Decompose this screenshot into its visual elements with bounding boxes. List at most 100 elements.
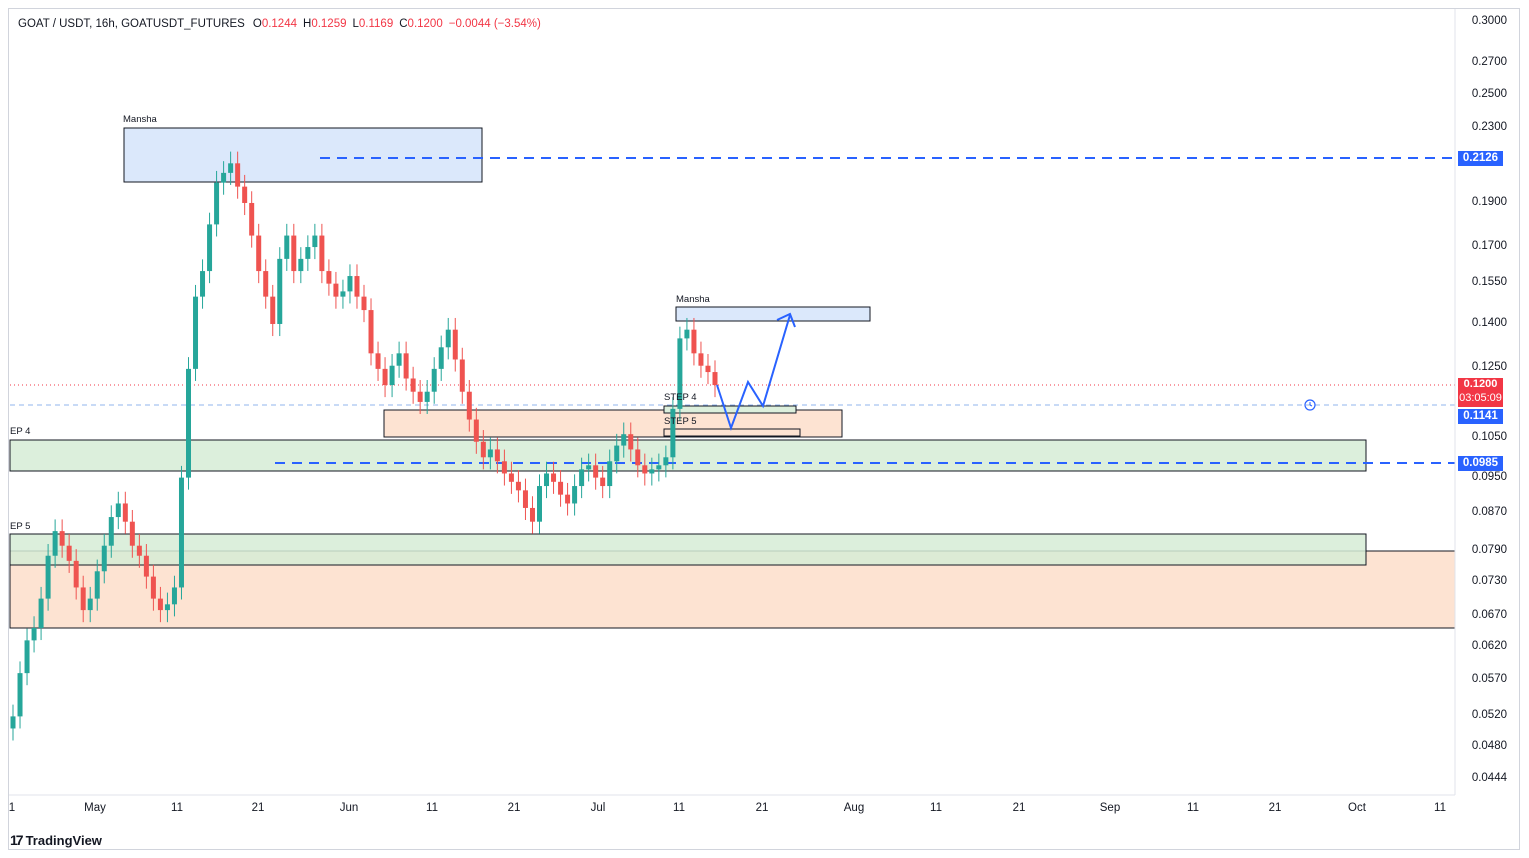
candle-body [684, 329, 690, 339]
high-value: 0.1259 [311, 18, 347, 30]
candle-body [431, 368, 437, 392]
tradingview-logo[interactable]: 17 TradingView [10, 832, 102, 848]
candle-body [565, 494, 571, 504]
low-value: 0.1169 [358, 18, 394, 30]
candle-body [305, 247, 311, 259]
candle-body [249, 202, 255, 236]
candle-body [150, 576, 156, 599]
candle-body [551, 473, 557, 482]
zone-step4 [663, 405, 797, 414]
candle-body [558, 481, 564, 495]
candle-body [691, 329, 697, 354]
candle-body [136, 545, 142, 556]
close-key: C [399, 18, 408, 30]
low-key: L [352, 18, 359, 30]
step5-label: STEP 5 [664, 416, 697, 427]
candle-body [572, 486, 578, 504]
candle-body [66, 545, 72, 561]
candle-body [438, 347, 444, 369]
candle-body [24, 640, 30, 674]
candle-body [368, 310, 374, 354]
candle-body [635, 449, 641, 466]
candle-body [410, 378, 416, 392]
candle-body [537, 486, 542, 522]
price-axis-label: 0.0670 [1471, 609, 1507, 621]
candle-body [494, 449, 500, 462]
candle-body [529, 507, 535, 522]
candle-body [403, 353, 409, 379]
price-axis-label: 0.0570 [1471, 673, 1507, 685]
candle-body [354, 276, 360, 297]
time-axis-label: 11 [673, 802, 685, 814]
price-axis-label: 0.0790 [1471, 544, 1507, 556]
candle-body [87, 598, 93, 611]
step5-left-label: EP 5 [10, 521, 31, 532]
alarm-clock-icon[interactable] [1304, 399, 1316, 411]
candle-body [473, 419, 479, 442]
candle-body [256, 235, 262, 272]
time-axis-label: Jun [339, 802, 359, 814]
high-key: H [303, 18, 312, 30]
time-axis-label: Jul [590, 802, 606, 814]
candle-body [375, 353, 381, 369]
candle-body [712, 372, 718, 386]
time-axis-label: Aug [843, 802, 865, 814]
candle-body [171, 587, 177, 605]
price-axis-label: 0.0950 [1471, 471, 1507, 483]
candle-body [73, 560, 79, 588]
candle-body [80, 587, 86, 611]
price-axis-label: 0.1550 [1471, 276, 1507, 288]
candle-body [480, 441, 486, 458]
candle-body [333, 283, 339, 297]
zone-blue-top [123, 127, 483, 183]
candle-body [242, 186, 248, 203]
projection-arrowhead [776, 312, 796, 328]
last-price-value: 0.1200 [1463, 378, 1498, 390]
zone-green-upper [9, 439, 1367, 472]
candle-body [326, 271, 332, 284]
candle-body [361, 296, 367, 311]
symbol-label[interactable]: GOAT / USDT, 16h, GOATUSDT_FUTURES [18, 18, 245, 30]
price-axis-label: 0.3000 [1471, 15, 1507, 27]
candle-body [487, 449, 493, 458]
price-axis-label: 0.2700 [1471, 56, 1507, 68]
candle-body [614, 445, 620, 462]
candle-body [263, 271, 269, 297]
price-axis-label: 0.0870 [1471, 506, 1507, 518]
candle-body [277, 258, 283, 324]
blue-line-price-tag: 0.1141 [1458, 409, 1503, 424]
candle-body [508, 473, 514, 482]
price-axis-label: 0.1250 [1471, 361, 1507, 373]
candle-body [417, 391, 423, 402]
candle-body [445, 329, 451, 348]
last-price-tag: 0.1200 03:05:09 [1458, 378, 1503, 407]
time-axis-label: 21 [1268, 802, 1282, 814]
price-axis-label: 0.0620 [1471, 640, 1507, 652]
time-axis-label: 11 [426, 802, 438, 814]
candle-body [522, 490, 528, 508]
candle-body [45, 555, 51, 599]
candle-body [157, 598, 163, 611]
candles-group [10, 151, 718, 741]
candle-body [108, 517, 114, 546]
change-value: −0.0044 (−3.54%) [448, 18, 541, 30]
time-axis-label: 11 [1434, 802, 1446, 814]
projection-path[interactable] [716, 314, 791, 432]
candle-body [270, 296, 276, 324]
candle-body [193, 296, 199, 369]
candle-body [38, 598, 44, 628]
candle-body [459, 359, 465, 392]
time-axis-label: Sep [1099, 802, 1121, 814]
zone-top-label: Mansha [123, 114, 157, 125]
candle-body [312, 235, 318, 248]
price-axis-label: 0.0480 [1471, 740, 1507, 752]
candle-body [164, 604, 170, 611]
price-axis-label: 0.1700 [1471, 240, 1507, 252]
candle-body [101, 545, 107, 572]
time-axis-label: 1 [8, 802, 16, 814]
candle-body [284, 235, 290, 259]
candle-body [178, 477, 184, 588]
time-axis-label: 11 [1187, 802, 1199, 814]
price-axis-label: 0.0520 [1471, 709, 1507, 721]
